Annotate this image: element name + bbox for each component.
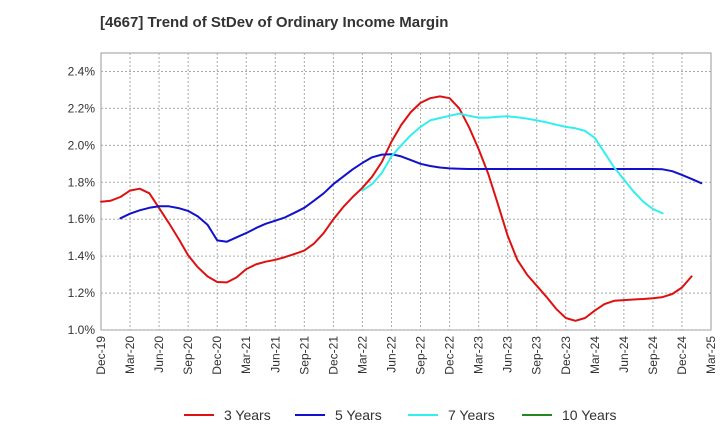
x-tick-label: Dec-24 [675, 336, 689, 375]
x-tick-label: Jun-21 [268, 336, 282, 373]
legend-swatch-5-years [295, 414, 325, 416]
x-tick-label: Sep-22 [414, 336, 428, 375]
series-lines [100, 95, 703, 322]
y-tick-label: 1.0% [68, 323, 96, 337]
y-tick-label: 2.2% [68, 101, 96, 115]
legend-swatch-3-years [184, 414, 214, 416]
legend-item-7-years: 7 Years [408, 403, 495, 427]
x-tick-label: Sep-24 [646, 336, 660, 375]
x-tick-label: Jun-23 [501, 336, 515, 373]
legend-swatch-10-years [522, 414, 552, 416]
legend-label-7-years: 7 Years [448, 407, 495, 423]
x-axis-ticks: Dec-19 Mar-20 Jun-20 Sep-20 Dec-20 Mar-21 Jun-… [94, 336, 718, 375]
x-tick-label: Jun-22 [384, 336, 398, 373]
y-tick-label: 1.4% [68, 249, 96, 263]
x-tick-label: Mar-21 [239, 336, 253, 374]
plot-area [100, 52, 712, 331]
legend-item-3-years: 3 Years [184, 403, 271, 427]
x-tick-label: Mar-22 [355, 336, 369, 374]
chart-title: [4667] Trend of StDev of Ordinary Income… [100, 14, 449, 31]
y-tick-label: 1.8% [68, 175, 96, 189]
x-tick-label: Dec-23 [559, 336, 573, 375]
legend-swatch-7-years [408, 414, 438, 416]
grid-lines [101, 53, 711, 331]
x-tick-label: Jun-24 [617, 336, 631, 373]
x-tick-label: Mar-24 [588, 336, 602, 374]
legend-item-5-years: 5 Years [295, 403, 382, 427]
y-tick-label: 1.2% [68, 286, 96, 300]
x-tick-label: Dec-21 [326, 336, 340, 375]
x-tick-label: Dec-20 [210, 336, 224, 375]
legend: 3 Years 5 Years 7 Years 10 Years [0, 403, 720, 427]
y-tick-label: 2.0% [68, 138, 96, 152]
x-tick-label: Sep-21 [297, 336, 311, 375]
series-line-3-years [100, 95, 693, 322]
x-tick-label: Mar-23 [472, 336, 486, 374]
y-tick-label: 1.6% [68, 212, 96, 226]
x-tick-label: Jun-20 [152, 336, 166, 373]
x-tick-label: Sep-23 [530, 336, 544, 375]
x-tick-label: Mar-25 [704, 336, 718, 374]
x-tick-label: Mar-20 [123, 336, 137, 374]
x-tick-label: Sep-20 [181, 336, 195, 375]
y-tick-label: 2.4% [68, 64, 96, 78]
series-line-5-years [119, 153, 703, 243]
legend-label-10-years: 10 Years [562, 407, 617, 423]
y-axis-ticks: 1.0% 1.2% 1.4% 1.6% 1.8% 2.0% 2.2% 2.4% [68, 64, 96, 337]
x-tick-label: Dec-22 [443, 336, 457, 375]
legend-label-5-years: 5 Years [335, 407, 382, 423]
series-line-7-years [361, 112, 664, 215]
legend-label-3-years: 3 Years [224, 407, 271, 423]
x-tick-label: Dec-19 [94, 336, 108, 375]
legend-item-10-years: 10 Years [522, 403, 617, 427]
